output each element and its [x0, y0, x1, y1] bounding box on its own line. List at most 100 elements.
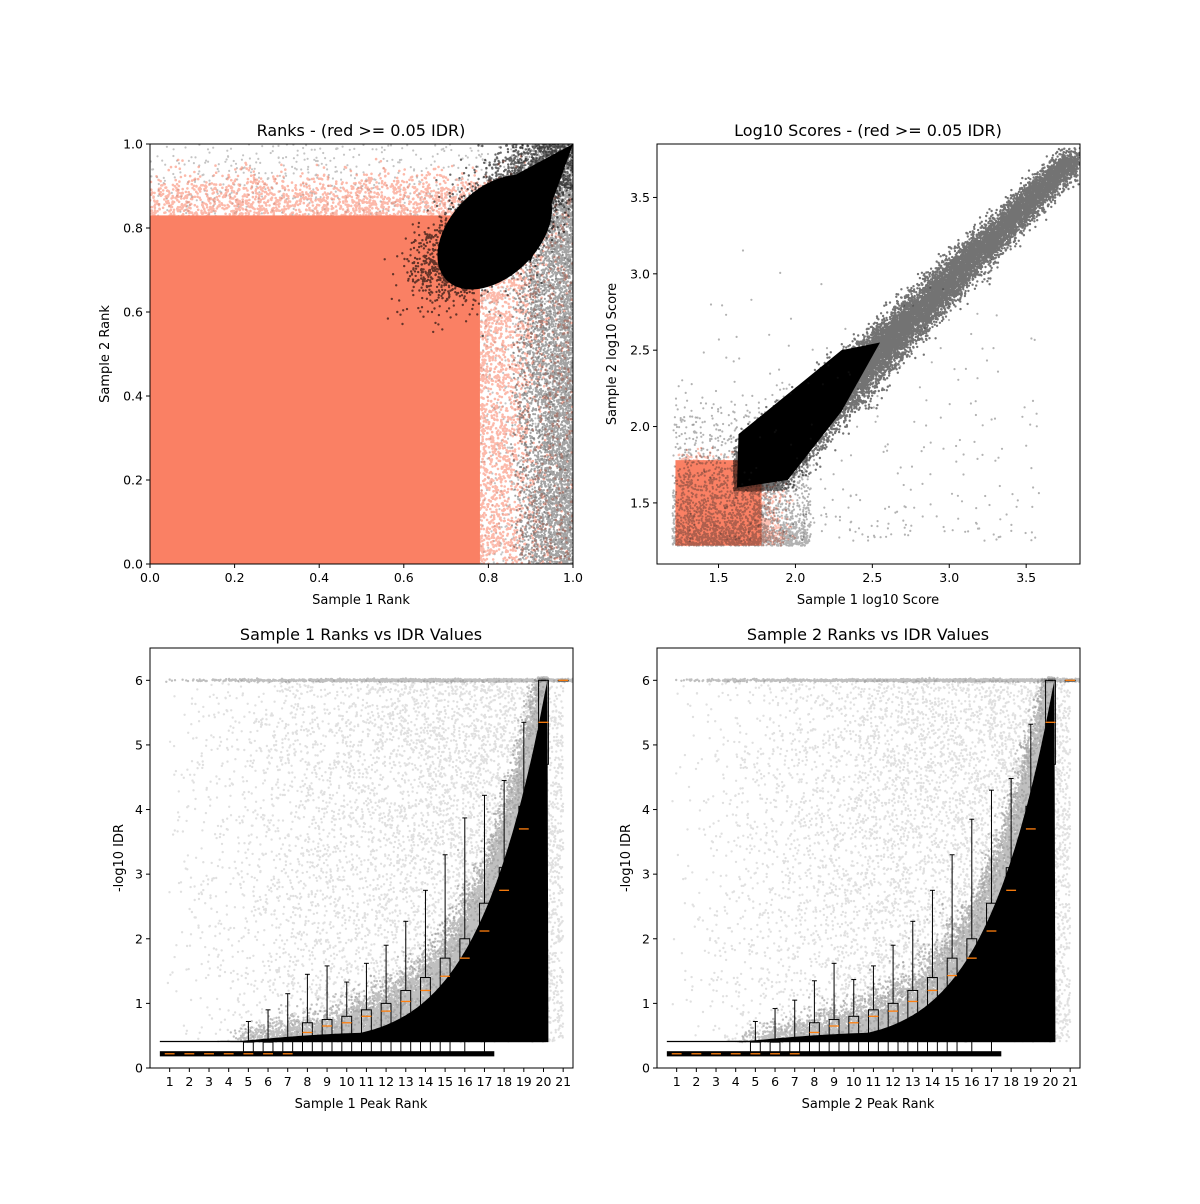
x-tick-label: 18	[496, 1074, 512, 1089]
x-tick-label: 20	[1043, 1074, 1059, 1089]
y-tick-label: 0	[135, 1061, 143, 1076]
y-tick-label: 0.0	[123, 557, 143, 572]
x-tick-label: 5	[751, 1074, 759, 1089]
x-tick-label: 7	[791, 1074, 799, 1089]
x-tick-label: 9	[323, 1074, 331, 1089]
x-tick-label: 0.8	[478, 570, 498, 585]
y-tick-label: 6	[135, 673, 143, 688]
x-tick-label: 0.6	[394, 570, 414, 585]
y-tick-label: 3	[642, 867, 650, 882]
x-tick-label: 14	[924, 1074, 940, 1089]
x-tick-label: 19	[516, 1074, 532, 1089]
x-tick-label: 5	[244, 1074, 252, 1089]
box-rank-1	[165, 1054, 175, 1055]
y-tick-label: 2.0	[630, 419, 650, 434]
y-tick-label: 4	[135, 802, 143, 817]
y-tick-label: 3.5	[630, 190, 650, 205]
y-tick-label: 3.0	[630, 266, 650, 281]
sample1-title: Sample 1 Ranks vs IDR Values	[240, 625, 482, 644]
y-tick-label: 4	[642, 802, 650, 817]
scores-xlabel: Sample 1 log10 Score	[797, 593, 939, 608]
x-tick-label: 17	[477, 1074, 493, 1089]
x-tick-label: 1.0	[563, 570, 583, 585]
y-tick-label: 0	[642, 1061, 650, 1076]
y-tick-label: 6	[642, 673, 650, 688]
x-tick-label: 3.5	[1016, 570, 1036, 585]
x-tick-label: 16	[964, 1074, 980, 1089]
x-tick-label: 15	[437, 1074, 453, 1089]
x-tick-label: 21	[1062, 1074, 1078, 1089]
x-tick-label: 11	[358, 1074, 374, 1089]
y-tick-label: 2.5	[630, 343, 650, 358]
sample1-ylabel: -log10 IDR	[112, 824, 127, 892]
x-tick-label: 7	[284, 1074, 292, 1089]
x-tick-label: 14	[417, 1074, 433, 1089]
x-tick-label: 0.2	[225, 570, 245, 585]
x-tick-label: 2.5	[862, 570, 882, 585]
x-tick-label: 2	[692, 1074, 700, 1089]
box-rank-4	[731, 1054, 741, 1055]
x-tick-label: 2.0	[785, 570, 805, 585]
y-tick-label: 1.5	[630, 495, 650, 510]
x-tick-label: 11	[865, 1074, 881, 1089]
x-tick-label: 10	[339, 1074, 355, 1089]
x-tick-label: 1	[673, 1074, 681, 1089]
y-tick-label: 1.0	[123, 137, 143, 152]
box-rank-21	[1065, 680, 1075, 681]
sample2-ylabel: -log10 IDR	[619, 824, 634, 892]
y-tick-label: 2	[642, 931, 650, 946]
box-rank-4	[224, 1054, 234, 1055]
x-tick-label: 0.0	[140, 570, 160, 585]
box-rank-3	[204, 1054, 214, 1055]
x-tick-label: 9	[830, 1074, 838, 1089]
y-tick-label: 5	[642, 737, 650, 752]
box-rank-1	[672, 1054, 682, 1055]
x-tick-label: 6	[771, 1074, 779, 1089]
x-tick-label: 3	[205, 1074, 213, 1089]
box-rank-2	[184, 1054, 194, 1055]
y-tick-label: 5	[135, 737, 143, 752]
box-rank-21	[558, 680, 568, 681]
scores-ylabel: Sample 2 log10 Score	[605, 283, 620, 425]
box-rank-3	[711, 1054, 721, 1055]
x-tick-label: 16	[457, 1074, 473, 1089]
x-tick-label: 3	[712, 1074, 720, 1089]
x-tick-label: 15	[944, 1074, 960, 1089]
x-tick-label: 4	[225, 1074, 233, 1089]
y-tick-label: 0.6	[123, 305, 143, 320]
x-tick-label: 0.4	[309, 570, 329, 585]
x-tick-label: 18	[1003, 1074, 1019, 1089]
ranks-xlabel: Sample 1 Rank	[312, 593, 410, 608]
x-tick-label: 12	[378, 1074, 394, 1089]
x-tick-label: 13	[398, 1074, 414, 1089]
y-tick-label: 1	[642, 996, 650, 1011]
x-tick-label: 3.0	[939, 570, 959, 585]
x-tick-label: 13	[905, 1074, 921, 1089]
salmon-core	[150, 215, 480, 564]
x-tick-label: 8	[810, 1074, 818, 1089]
box-rank-2	[691, 1054, 701, 1055]
sample1-xlabel: Sample 1 Peak Rank	[295, 1097, 428, 1112]
y-tick-label: 1	[135, 996, 143, 1011]
scores-title: Log10 Scores - (red >= 0.05 IDR)	[734, 121, 1002, 140]
sample2-xlabel: Sample 2 Peak Rank	[802, 1097, 935, 1112]
y-tick-label: 2	[135, 931, 143, 946]
ranks-ylabel: Sample 2 Rank	[98, 305, 113, 403]
x-tick-label: 12	[885, 1074, 901, 1089]
x-tick-label: 8	[303, 1074, 311, 1089]
x-tick-label: 4	[732, 1074, 740, 1089]
y-tick-label: 0.4	[123, 389, 143, 404]
sample2-title: Sample 2 Ranks vs IDR Values	[747, 625, 989, 644]
x-tick-label: 19	[1023, 1074, 1039, 1089]
y-tick-label: 3	[135, 867, 143, 882]
y-tick-label: 0.2	[123, 473, 143, 488]
x-tick-label: 10	[846, 1074, 862, 1089]
x-tick-label: 20	[536, 1074, 552, 1089]
ranks-title: Ranks - (red >= 0.05 IDR)	[257, 121, 466, 140]
x-tick-label: 21	[555, 1074, 571, 1089]
x-tick-label: 1.5	[709, 570, 729, 585]
x-tick-label: 1	[166, 1074, 174, 1089]
x-tick-label: 6	[264, 1074, 272, 1089]
y-tick-label: 0.8	[123, 221, 143, 236]
